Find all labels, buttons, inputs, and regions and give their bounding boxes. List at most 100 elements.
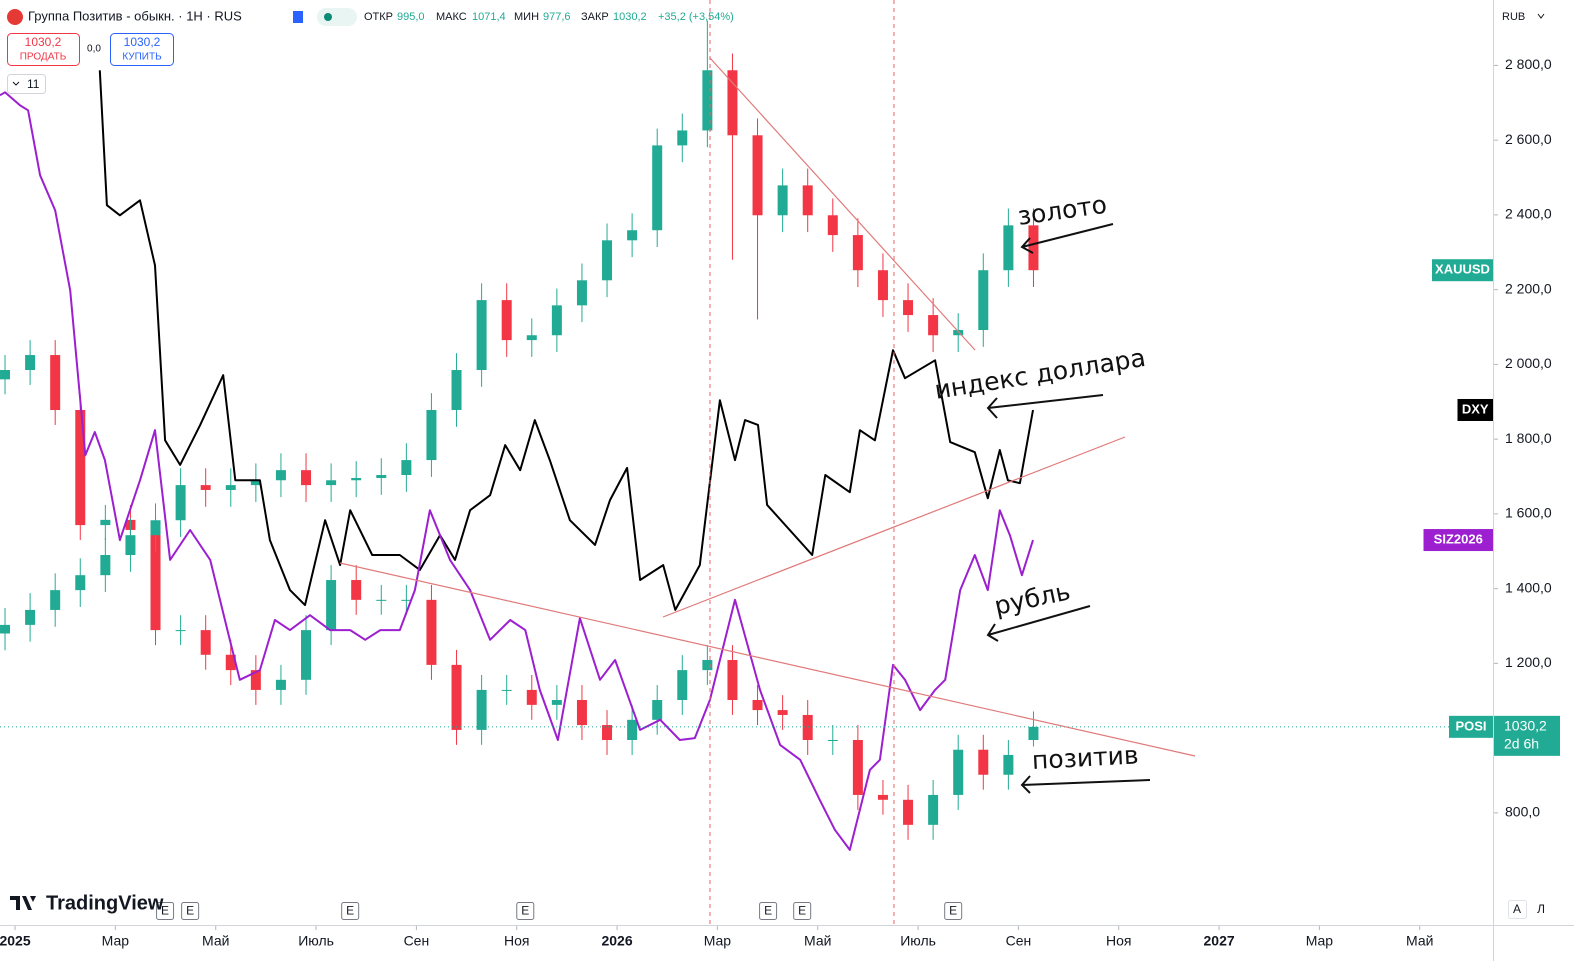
candle-body [551,700,562,705]
candle-body [928,315,939,336]
y-tick-label: 2 400,0 [1505,206,1552,222]
status-pill[interactable] [317,8,357,26]
x-tick-label: Июль [900,933,936,949]
annotation: позитив [1031,740,1139,775]
scale-button-label[interactable]: Л [1537,902,1545,916]
candle-body [576,280,587,306]
candle-body [501,300,512,341]
candle-body [0,624,11,634]
series-tag-label: DXY [1462,401,1489,416]
flag-icon [293,11,303,23]
event-label: E [161,904,169,918]
ohlc-label: МИН [514,11,539,23]
tv-logo-mark [10,892,14,914]
candle-body [852,740,863,795]
arrow [986,605,1091,642]
x-tick-label: Ноя [1106,933,1131,949]
candle-body [476,300,487,370]
axes: 800,01 000,01 200,01 400,01 600,01 800,0… [0,56,1560,949]
candle-body [451,370,462,410]
arrow [986,394,1104,419]
candle-body [702,660,713,671]
candle-body [677,670,688,701]
candle-body [0,370,11,380]
candle-body [752,700,763,711]
candle-body [451,664,462,730]
event-marker [341,902,360,920]
candle-body [175,485,186,521]
candle-body [25,355,36,370]
candle-body [802,714,813,740]
y-tick-label: 2 200,0 [1505,280,1552,296]
candle-body [727,660,738,701]
candle-body [150,529,161,631]
candle-body [200,485,211,490]
event-marker [181,902,200,920]
x-tick-label: Мар [704,933,732,949]
scale-button-label: A [1513,902,1521,916]
candle-body [903,799,914,825]
candle-body [627,719,638,740]
x-tick-label: Май [1406,933,1433,949]
symbol-logo [7,9,23,25]
spread: 0,0 [87,44,101,55]
candle-body [50,590,61,610]
candle-body [326,580,337,631]
ohlc-value: 995,0 [397,11,425,23]
currency[interactable]: RUB [1502,11,1525,23]
symbol-title: Группа Позитив - обыкн. · 1Н · RUS [28,8,242,23]
y-tick-label: 1 200,0 [1505,654,1552,670]
candle-body [301,470,312,486]
candle-body [426,599,437,665]
candle-body [250,480,261,486]
candle-body [852,235,863,271]
candle-body [928,794,939,825]
buy-price: 1030,2 [124,35,161,49]
candle-body [1028,726,1039,740]
price-axis [1494,0,1574,961]
tv-logo-icon [10,896,36,910]
candle-body [953,749,964,795]
candle-body [351,478,362,481]
y-tick-label: 2 000,0 [1505,355,1552,371]
candle-body [150,520,161,536]
series-tag [1457,398,1493,421]
scale-button[interactable] [1508,900,1527,919]
x-tick-label: Ноя [504,933,529,949]
candle-body [351,580,362,600]
tv-logo: TradingView [46,892,164,914]
indicators-toggle[interactable] [7,74,46,94]
x-tick-label: Сен [1006,933,1032,949]
candle-body [677,130,688,146]
candle-body [175,630,186,632]
arrow [1020,775,1151,794]
x-tick-label: Мар [102,933,130,949]
buy-button[interactable] [110,33,174,66]
candle-body [752,135,763,216]
candle-body [501,689,512,691]
sell-button[interactable] [7,33,80,66]
candle-body [376,599,387,601]
event-marker [944,902,963,920]
chevron [1537,13,1545,19]
candle-body [602,240,613,281]
series-line [98,70,1034,611]
x-tick-label: 2026 [601,933,632,949]
candle-body [903,300,914,316]
candle-body [376,475,387,479]
candle-body [827,740,838,741]
candle-body [75,575,86,591]
x-tick-label: 2025 [0,933,31,949]
price-tag [1494,715,1560,756]
ohlc-value: 1071,4 [472,11,506,23]
ohlc-label: ЗАКР [581,11,609,23]
ohlc-label: ОТКР [364,11,393,23]
series-line [0,91,1034,851]
event-label: E [949,904,957,918]
candle-body [275,470,286,481]
time-axis [0,926,1494,961]
series-tag [1449,715,1493,738]
